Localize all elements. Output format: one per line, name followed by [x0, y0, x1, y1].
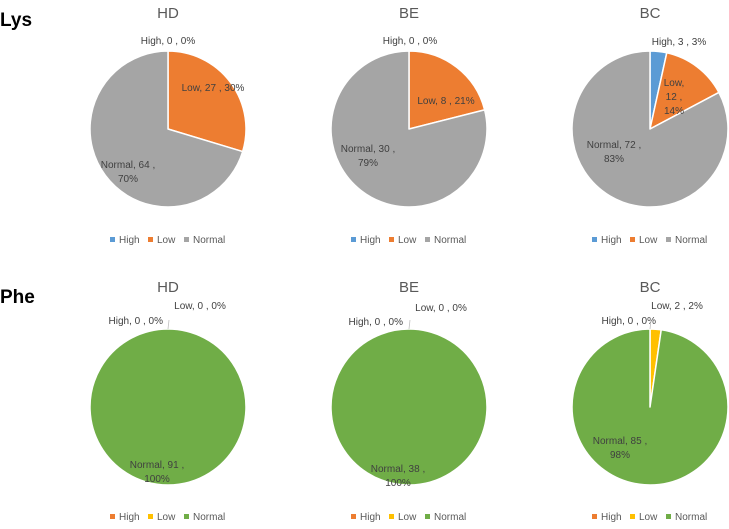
legend-swatch-high — [351, 514, 356, 519]
data-label-low: Low, 2 , 2% — [651, 301, 703, 312]
chart-title: BC — [640, 5, 661, 22]
slice-normal — [571, 328, 729, 486]
data-label-low: 14% — [664, 106, 684, 117]
leader-line — [167, 319, 170, 330]
data-label-high: High, 0 , 0% — [602, 316, 657, 327]
legend-swatch-normal — [666, 237, 671, 242]
legend-label-normal: Normal — [193, 512, 225, 523]
legend-swatch-normal — [666, 514, 671, 519]
leader-line — [649, 319, 652, 330]
legend-label-high: High — [119, 512, 140, 523]
data-label-high: High, 0 , 0% — [349, 317, 404, 328]
legend-label-high: High — [360, 235, 381, 246]
slice-low — [649, 52, 720, 130]
legend-swatch-normal — [425, 237, 430, 242]
legend-label-low: Low — [157, 235, 176, 246]
slice-normal — [89, 50, 244, 208]
data-label-normal: Normal, 64 , — [101, 160, 155, 171]
legend-swatch-low — [389, 237, 394, 242]
legend-swatch-low — [148, 237, 153, 242]
legend-swatch-high — [351, 237, 356, 242]
legend-swatch-low — [148, 514, 153, 519]
legend-swatch-normal — [425, 514, 430, 519]
pie-phe-bc: BC High, 0 , 0% Low, 2 , 2% Normal, 85 , 98%… — [571, 279, 729, 523]
chart-title: HD — [157, 279, 179, 296]
data-label-normal: Normal, 91 , — [130, 460, 184, 471]
data-label-high: High, 0 , 0% — [141, 36, 196, 47]
data-label-normal: 100% — [385, 478, 411, 489]
legend-swatch-high — [592, 237, 597, 242]
data-label-low: Low, 0 , 0% — [174, 301, 226, 312]
data-label-normal: Normal, 72 , — [587, 140, 641, 151]
legend-label-high: High — [601, 235, 622, 246]
slice-normal — [89, 328, 247, 486]
legend-label-normal: Normal — [675, 512, 707, 523]
chart-title: BE — [399, 5, 419, 22]
data-label-normal: Normal, 85 , — [593, 436, 647, 447]
legend-label-low: Low — [639, 512, 658, 523]
pie-lys-bc: BC High, 3 , 3% Low, 12 , 14% Normal, 72 , 83%… — [571, 5, 729, 246]
chart-title: HD — [157, 5, 179, 22]
legend-label-normal: Normal — [675, 235, 707, 246]
data-label-low: Low, 8 , 21% — [417, 96, 474, 107]
data-label-low: Low, 27 , 30% — [182, 83, 245, 94]
legend-label-low: Low — [398, 512, 417, 523]
legend-label-normal: Normal — [434, 235, 466, 246]
legend-swatch-normal — [184, 514, 189, 519]
legend-label-high: High — [119, 235, 140, 246]
legend-swatch-high — [110, 237, 115, 242]
pie-lys-hd: HD High, 0 , 0% Low, 27 , 30% Normal, 64 , 7… — [89, 5, 247, 246]
data-label-high: High, 0 , 0% — [109, 316, 164, 327]
chart-title: BE — [399, 279, 419, 296]
data-label-high: High, 3 , 3% — [652, 37, 707, 48]
data-label-low: Low, — [664, 78, 685, 89]
chart-title: BC — [640, 279, 661, 296]
legend-swatch-high — [592, 514, 597, 519]
legend-label-normal: Normal — [193, 235, 225, 246]
legend-swatch-normal — [184, 237, 189, 242]
legend-swatch-low — [630, 237, 635, 242]
data-label-normal: 79% — [358, 158, 378, 169]
legend-swatch-low — [389, 514, 394, 519]
legend-label-high: High — [360, 512, 381, 523]
slice-normal — [330, 50, 488, 208]
slice-low — [167, 50, 247, 153]
data-label-high: High, 0 , 0% — [383, 36, 438, 47]
slice-low — [408, 50, 486, 130]
legend-label-low: Low — [398, 235, 417, 246]
slice-normal — [571, 50, 729, 208]
data-label-normal: 100% — [144, 474, 170, 485]
legend-swatch-low — [630, 514, 635, 519]
row-label-phe: Phe — [0, 287, 35, 308]
data-label-normal: Normal, 30 , — [341, 144, 395, 155]
pie-phe-hd: HD High, 0 , 0% Low, 0 , 0% Normal, 91 , 100… — [89, 279, 247, 523]
legend-swatch-high — [110, 514, 115, 519]
slice-normal — [330, 328, 488, 486]
legend-label-low: Low — [157, 512, 176, 523]
data-label-low: Low, 0 , 0% — [415, 303, 467, 314]
pie-lys-be: BE High, 0 , 0% Low, 8 , 21% Normal, 30 , 79… — [330, 5, 488, 246]
legend-label-high: High — [601, 512, 622, 523]
leader-line — [408, 319, 411, 330]
row-label-lys: Lys — [0, 10, 32, 31]
data-label-normal: 70% — [118, 174, 138, 185]
pie-phe-be: BE High, 0 , 0% Low, 0 , 0% Normal, 38 , 100… — [330, 279, 488, 523]
legend-label-normal: Normal — [434, 512, 466, 523]
data-label-normal: 98% — [610, 450, 630, 461]
data-label-low: 12 , — [666, 92, 683, 103]
legend-label-low: Low — [639, 235, 658, 246]
data-label-normal: 83% — [604, 154, 624, 165]
data-label-normal: Normal, 38 , — [371, 464, 425, 475]
